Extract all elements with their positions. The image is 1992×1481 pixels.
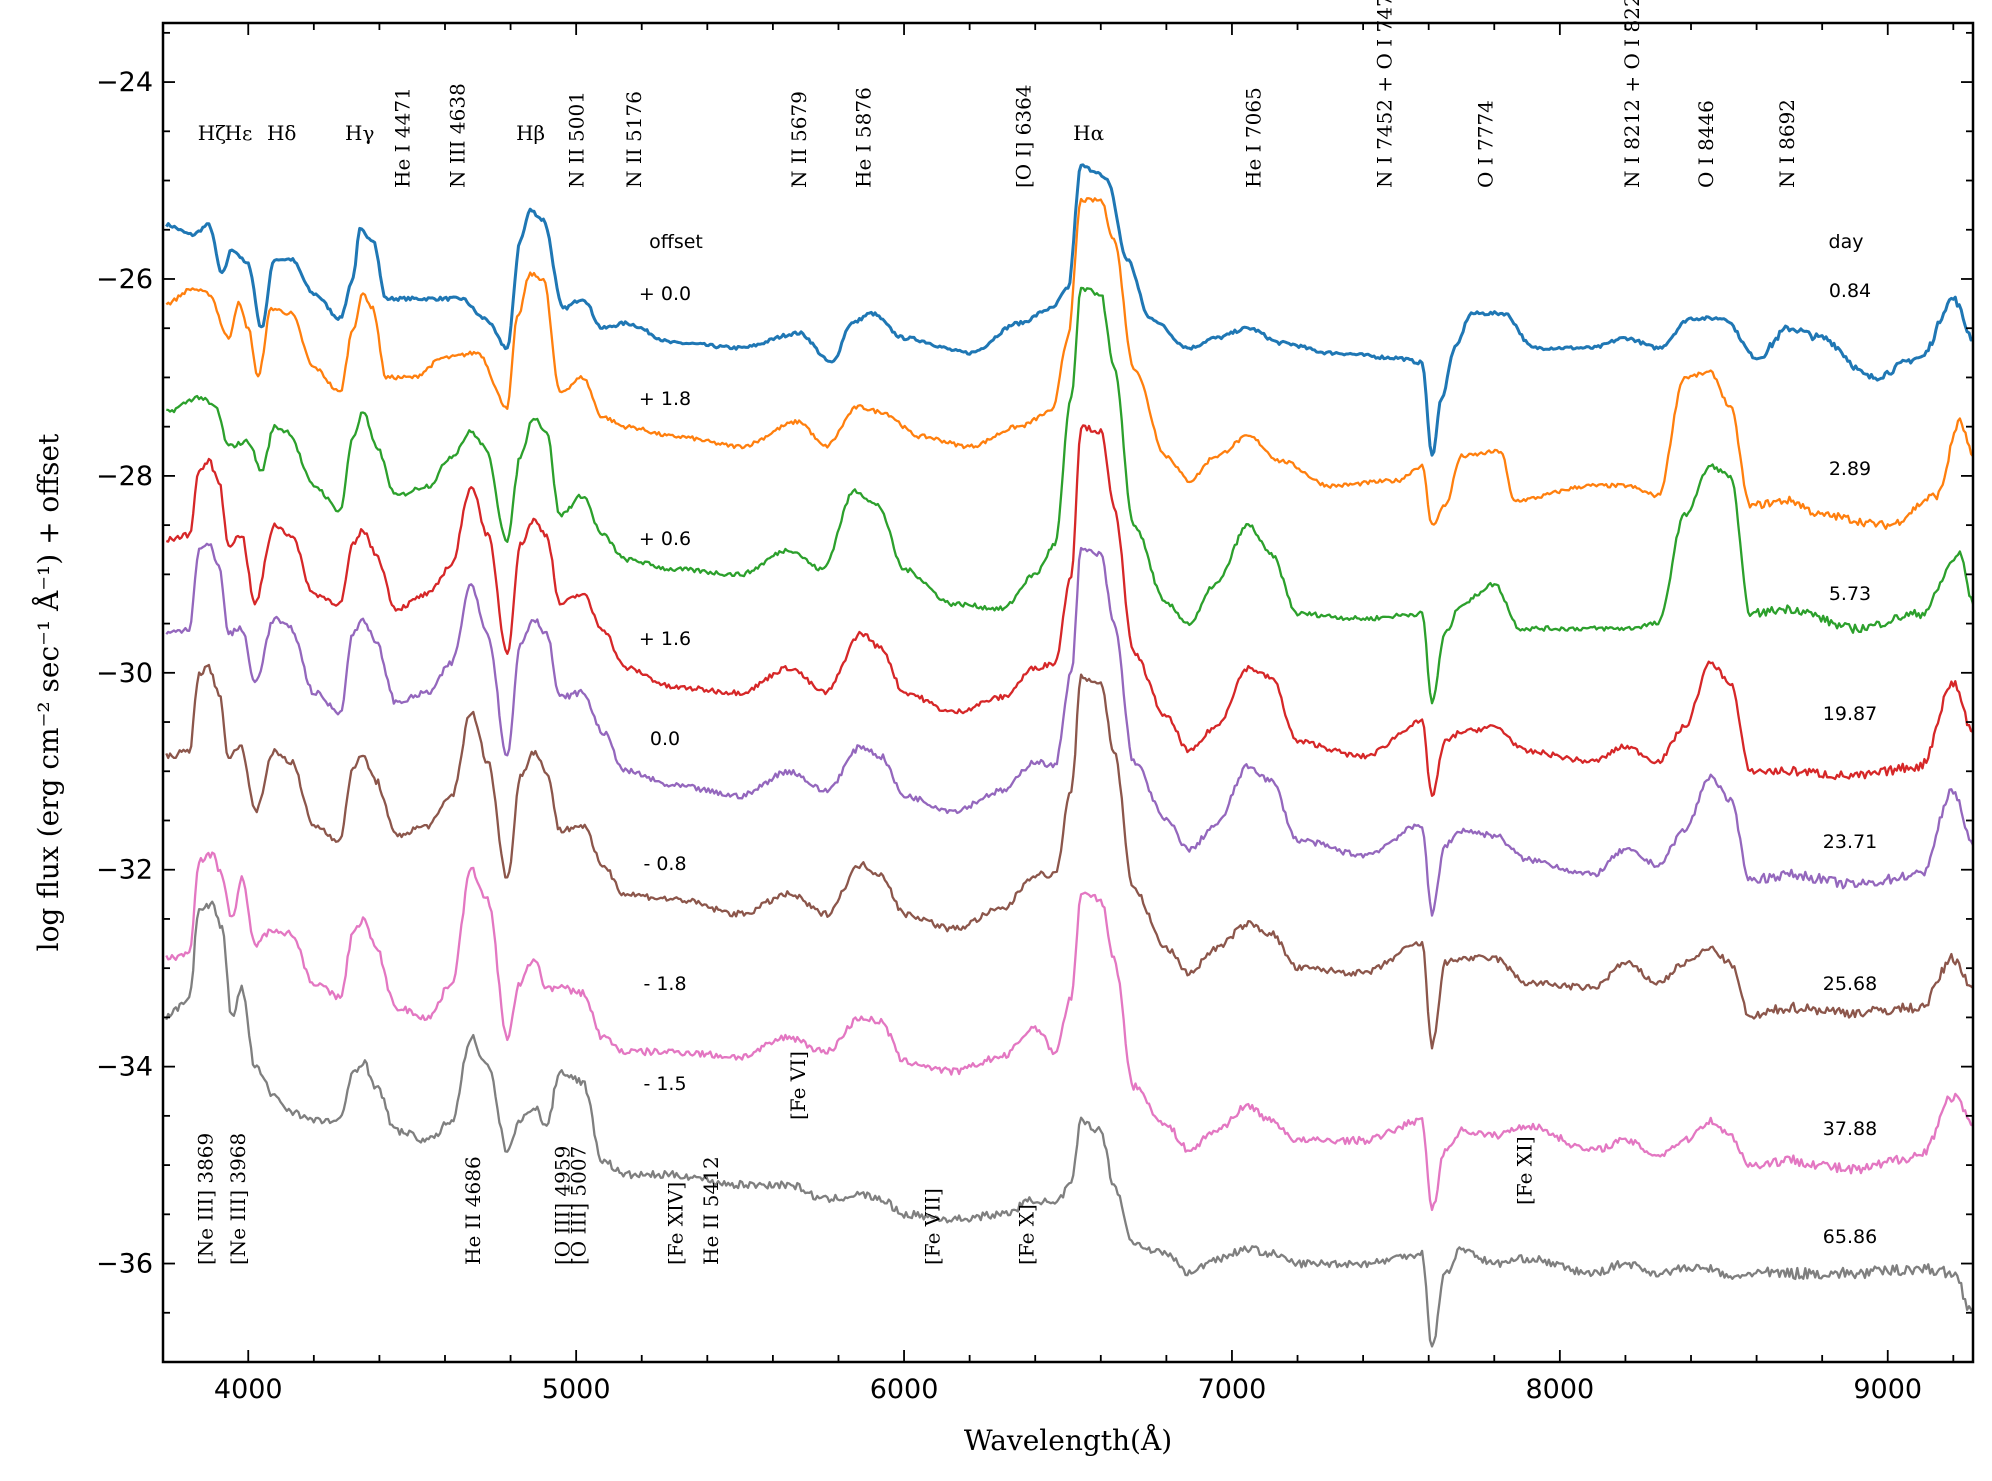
top-line-label: He I 4471	[391, 87, 415, 188]
offset-label: - 0.8	[643, 853, 686, 875]
top-line-label: He I 7065	[1241, 87, 1265, 188]
bottom-line-label: [Ne III] 3968	[226, 1133, 250, 1265]
top-line-label: N I 8212 + O I 8227	[1620, 0, 1644, 188]
y-axis-label: log flux (erg cm⁻² sec⁻¹ Å⁻¹) + offset	[32, 433, 65, 952]
x-axis-label: Wavelength(Å)	[964, 1424, 1172, 1457]
x-tick-label: 4000	[214, 1374, 283, 1405]
top-line-label: N I 7452 + O I 7477	[1372, 0, 1396, 188]
top-line-label: N II 5679	[787, 91, 811, 188]
bottom-line-label: [Fe XIV]	[664, 1182, 688, 1265]
series-line-day-65.86	[165, 900, 1974, 1348]
bottom-line-label: [O III] 4959	[551, 1146, 575, 1265]
bottom-line-label: [Fe VII]	[921, 1188, 945, 1265]
top-line-label: Hζ	[198, 121, 226, 145]
day-label: 5.73	[1829, 583, 1871, 605]
offset-label: - 1.5	[643, 1073, 686, 1095]
offset-label: - 1.8	[643, 973, 686, 995]
offset-label: + 1.6	[639, 628, 691, 650]
top-line-label: N III 4638	[445, 83, 469, 188]
top-line-label: N I 8692	[1775, 99, 1799, 188]
series-line-day-2.89	[165, 197, 1974, 530]
bottom-line-label: [Fe X]	[1015, 1204, 1039, 1265]
day-header: day	[1829, 231, 1864, 253]
line-annotations: + 0.0 0.84 + 1.8 2.89 + 0.6 5.73 + 1.6 19.87 0.0…	[193, 0, 1877, 1265]
top-line-label: Hδ	[267, 121, 296, 145]
x-tick-label: 9000	[1853, 1374, 1922, 1405]
top-line-label: O I 8446	[1694, 100, 1718, 188]
day-label: 19.87	[1823, 703, 1877, 725]
top-line-label: Hε	[225, 121, 253, 145]
offset-label: 0.0	[650, 728, 680, 750]
top-line-label: N II 5176	[622, 91, 646, 188]
day-label: 2.89	[1829, 458, 1871, 480]
series-line-day-23.71	[165, 542, 1975, 917]
series-lines	[165, 163, 1975, 1348]
top-line-label: Hγ	[345, 121, 374, 145]
top-line-label: [O I] 6364	[1011, 84, 1035, 188]
offset-label: + 0.0	[639, 283, 691, 305]
axes: 4000 5000 6000 7000 8000 9000 −24 −26 −28 −30 −32 −…	[96, 21, 1975, 1405]
y-tick-label: −24	[96, 67, 153, 98]
y-tick-label: −36	[96, 1249, 153, 1280]
x-tick-label: 7000	[1198, 1374, 1267, 1405]
top-line-label: Hα	[1073, 121, 1104, 145]
series-line-day-37.88	[165, 851, 1974, 1212]
top-line-label: He I 5876	[851, 87, 875, 188]
bottom-line-label: [O III] 5007	[566, 1146, 590, 1265]
day-label: 65.86	[1823, 1226, 1877, 1248]
series-line-day-0.84	[165, 163, 1975, 457]
x-tick-label: 5000	[542, 1374, 611, 1405]
x-tick-label: 8000	[1525, 1374, 1594, 1405]
offset-label: + 0.6	[639, 528, 691, 550]
offset-label: + 1.8	[639, 388, 691, 410]
y-tick-label: −26	[96, 264, 153, 295]
bottom-line-label: [Ne III] 3869	[193, 1133, 217, 1265]
y-tick-label: −30	[96, 658, 153, 689]
x-tick-label: 6000	[870, 1374, 939, 1405]
y-tick-label: −34	[96, 1052, 153, 1083]
bottom-line-label: [Fe XI]	[1512, 1136, 1536, 1205]
series-line-day-19.87	[165, 424, 1974, 797]
bottom-line-label: He II 5412	[699, 1156, 723, 1265]
bottom-line-label: He II 4686	[461, 1156, 485, 1265]
series-line-day-5.73	[166, 286, 1975, 705]
day-label: 37.88	[1823, 1118, 1877, 1140]
offset-header: offset	[649, 231, 703, 253]
day-label: 23.71	[1823, 831, 1877, 853]
day-label: 0.84	[1829, 280, 1871, 302]
bottom-line-label: [Fe VI]	[786, 1051, 810, 1120]
top-line-label: Hβ	[516, 121, 545, 145]
y-tick-label: −28	[96, 461, 153, 492]
top-line-label: N II 5001	[564, 91, 588, 188]
plot-frame	[161, 21, 1975, 1364]
day-label: 25.68	[1823, 973, 1877, 995]
series-line-day-25.68	[165, 663, 1974, 1050]
top-line-label: O I 7774	[1474, 100, 1498, 188]
y-tick-label: −32	[96, 855, 153, 886]
